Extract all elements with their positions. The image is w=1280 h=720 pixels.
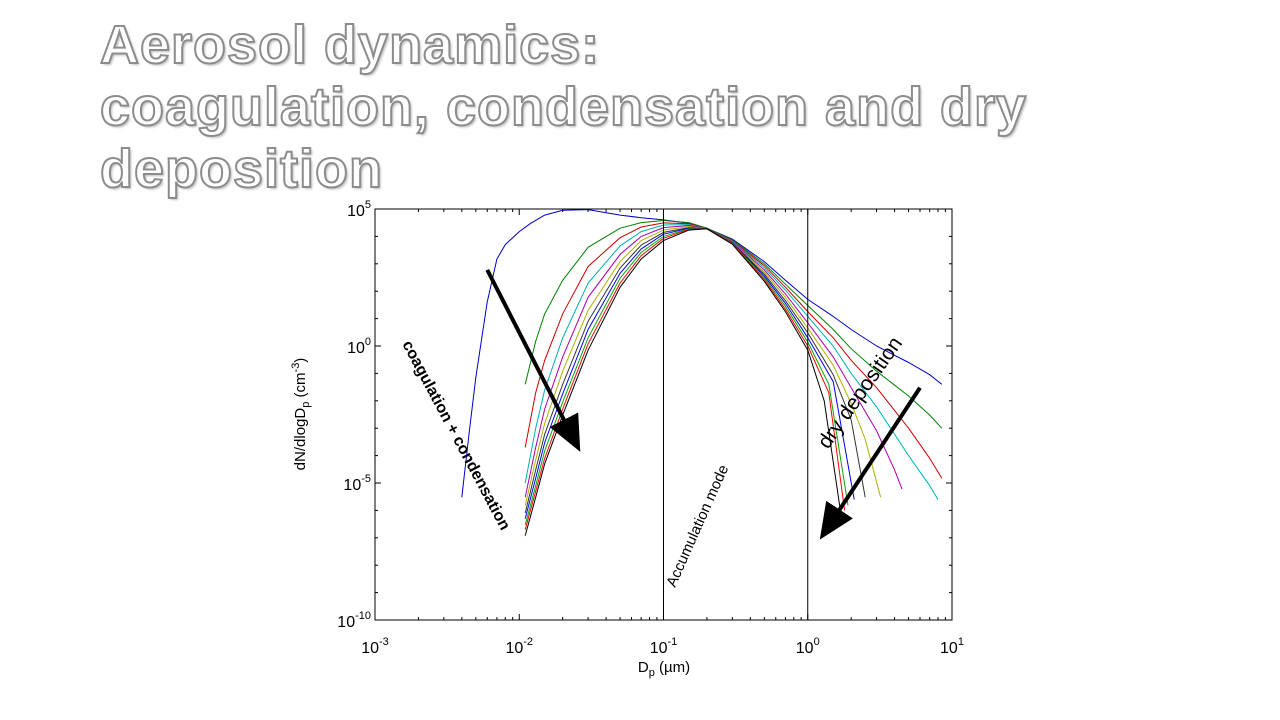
y-tick-label-0: 10-10 — [337, 610, 371, 631]
x-tick-label-3-base: 10 — [796, 640, 814, 657]
x-axis-label-main: D — [638, 659, 649, 676]
x-tick-label-4-base: 10 — [940, 640, 958, 657]
title-line-2: coagulation, condensation and dry — [99, 76, 1028, 138]
x-axis-label-sub: p — [649, 667, 655, 679]
y-tick-label-2-exponent: 0 — [365, 336, 371, 348]
x-tick-label-1: 10-2 — [505, 636, 533, 657]
y-axis-label-part2: (cm — [292, 372, 309, 401]
y-tick-label-2-base: 10 — [347, 340, 365, 357]
y-axis-label-sub: p — [300, 402, 312, 408]
x-tick-label-0: 10-3 — [361, 636, 389, 657]
x-axis-label: Dp (µm) — [638, 659, 690, 679]
x-tick-label-2: 10-1 — [650, 636, 678, 657]
x-tick-label-1-base: 10 — [505, 640, 523, 657]
vline-layer — [663, 209, 809, 620]
series-line-2 — [524, 219, 943, 429]
x-tick-label-3: 100 — [796, 636, 820, 657]
x-tick-label-2-base: 10 — [650, 640, 668, 657]
title-line-3: deposition — [99, 138, 383, 200]
y-tick-label-0-exponent: -10 — [355, 610, 371, 622]
y-tick-label-1-exponent: -5 — [361, 473, 371, 485]
series-line-7 — [524, 227, 866, 514]
x-tick-label-4-exponent: 1 — [958, 636, 964, 648]
x-tick-label-2-exponent: -1 — [668, 636, 678, 648]
y-tick-label-2: 100 — [347, 336, 371, 357]
y-axis-label-part1: dN/dlogD — [292, 408, 309, 471]
title-line-1: Aerosol dynamics: — [99, 14, 601, 76]
x-tick-label-3-exponent: 0 — [814, 636, 820, 648]
y-tick-label-0-base: 10 — [337, 614, 355, 631]
slide-title: Aerosol dynamics: coagulation, condensat… — [99, 14, 1240, 200]
x-tick-label-0-exponent: -3 — [379, 636, 389, 648]
y-tick-label-1-base: 10 — [343, 477, 361, 494]
x-tick-label-4: 101 — [940, 636, 964, 657]
series-line-6 — [524, 225, 882, 506]
y-tick-label-1: 10-5 — [343, 473, 371, 494]
x-tick-label-1-exponent: -2 — [523, 636, 533, 648]
arrow-layer — [485, 268, 922, 540]
series-layer — [461, 209, 943, 536]
series-line-1 — [461, 209, 943, 498]
y-tick-label-3-base: 10 — [347, 203, 365, 220]
y-tick-label-3: 105 — [347, 199, 371, 220]
y-tick-label-3-exponent: 5 — [365, 199, 371, 211]
y-axis-label: dN/dlogDp (cm-3) — [290, 358, 312, 471]
trend-arrow-2 — [819, 386, 922, 540]
y-axis-label-sup: -3 — [290, 363, 302, 373]
x-axis-label-tail: (µm) — [655, 659, 690, 676]
y-axis-label-part3: ) — [292, 358, 309, 363]
trend-arrow-1 — [485, 268, 581, 452]
x-tick-label-0-base: 10 — [361, 640, 379, 657]
